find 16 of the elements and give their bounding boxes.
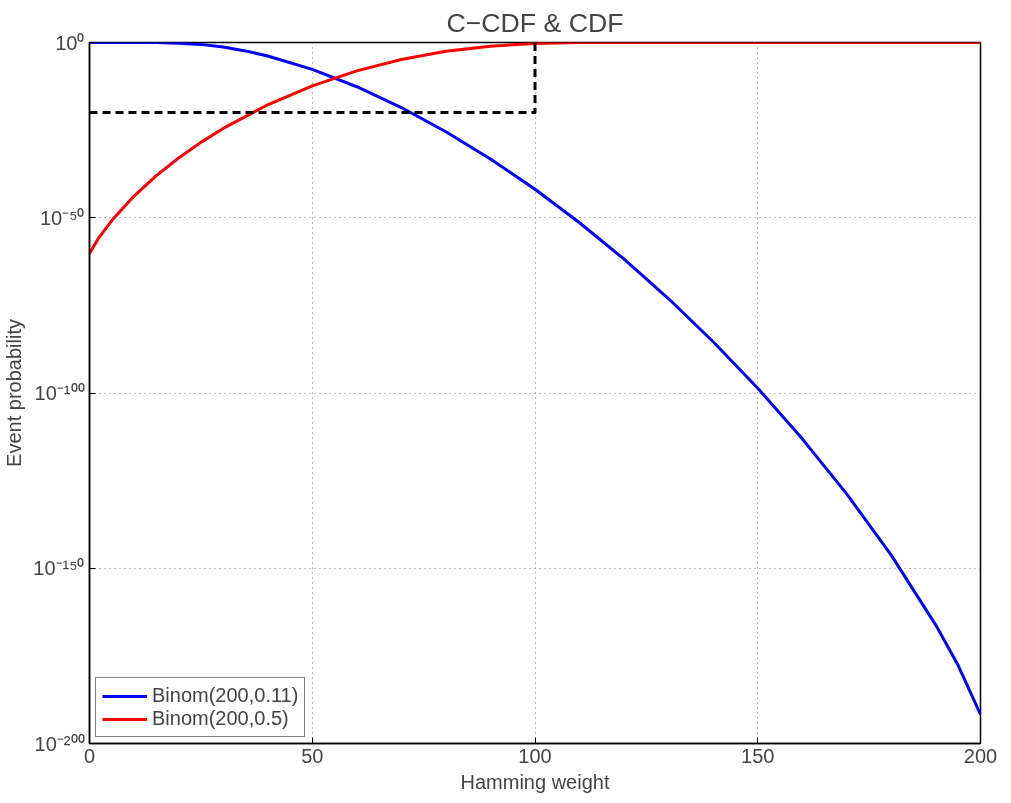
x-tick-label: 150 [741, 744, 775, 767]
legend-label: Binom(200,0.11) [152, 684, 299, 707]
y-tick-label: 10⁰ [55, 31, 85, 54]
x-tick-label: 100 [518, 744, 552, 767]
line-series [89, 42, 981, 256]
y-axis-title: Event probability [3, 319, 26, 467]
y-tick-label: 10⁻²⁰⁰ [34, 732, 85, 755]
x-axis-title: Hamming weight [460, 770, 610, 793]
y-tick-label: 10⁻⁵⁰ [39, 206, 85, 229]
y-tick-label: 10⁻¹⁵⁰ [33, 557, 85, 580]
x-tick-label: 200 [963, 744, 998, 767]
y-tick-label: 10⁻¹⁰⁰ [34, 382, 85, 404]
legend-label: Binom(200,0.5) [152, 707, 289, 730]
x-tick-label: 50 [301, 744, 324, 767]
x-tick-label: 0 [83, 744, 96, 767]
chart-title: C−CDF & CDF [446, 7, 624, 38]
